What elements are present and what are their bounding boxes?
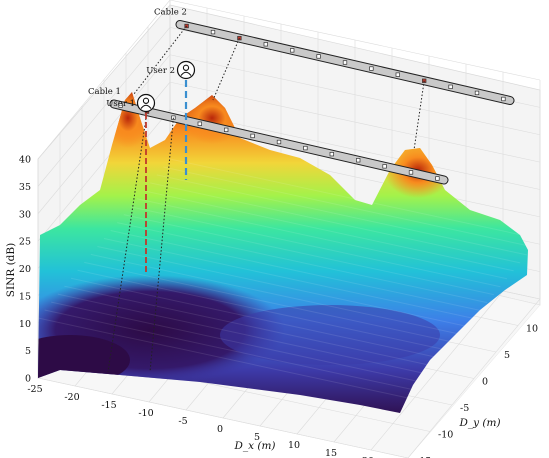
cable-2-antenna	[316, 54, 321, 59]
y-tick-label: 10	[526, 324, 538, 335]
cable-1-antenna	[197, 121, 202, 126]
y-axis-label: D_y (m)	[458, 417, 500, 429]
drop-line	[149, 117, 174, 373]
z-tick-label: 10	[19, 319, 31, 330]
cable-1-antenna	[356, 158, 361, 163]
cable-1-antenna	[329, 152, 334, 157]
cable-1-antenna	[408, 170, 414, 175]
cable-1-antenna	[435, 176, 440, 181]
cable-1-antenna	[276, 139, 282, 145]
x-tick-label: -10	[138, 408, 153, 419]
cable-2-antenna	[263, 42, 268, 47]
z-tick-label: 0	[25, 374, 31, 385]
z-tick-label: 5	[25, 346, 31, 357]
cable-2-antenna	[474, 90, 480, 96]
cable-1-antenna	[171, 115, 176, 120]
x-tick-label: 20	[362, 456, 374, 458]
drop-line	[212, 37, 240, 101]
z-tick-label: 40	[19, 155, 31, 166]
z-tick-label: 15	[19, 291, 31, 302]
x-tick-label: 0	[217, 424, 223, 435]
user-2-label: User 2	[146, 66, 175, 76]
x-tick-label: -15	[101, 400, 116, 411]
y-tick-label: 0	[482, 377, 488, 388]
cable-1-antenna	[224, 127, 229, 132]
z-tick-label: 20	[19, 264, 31, 275]
user-1-label: User 1	[106, 99, 135, 109]
x-tick-label: -5	[178, 416, 187, 427]
cable-1-antenna	[118, 103, 123, 108]
cable-2-antenna	[501, 96, 506, 102]
cable-2-antenna	[395, 72, 400, 77]
y-tick-label: 5	[504, 350, 510, 361]
x-tick-label: 10	[288, 440, 300, 451]
x-tick-label: 15	[325, 448, 337, 458]
drop-line	[133, 25, 187, 95]
cable-1-label: Cable 1	[88, 87, 121, 97]
cable-2-antenna	[290, 48, 295, 53]
cable-2-antenna	[448, 84, 453, 89]
cables: Cable 1 Cable 2 User 1 User 2	[88, 8, 515, 373]
axis-labels: 0510152025303540-25-20-15-10-50510152025…	[5, 155, 549, 458]
y-tick-label: -5	[460, 403, 469, 414]
z-tick-label: 30	[19, 209, 31, 220]
cable-2-antenna	[210, 29, 216, 35]
z-axis-label: SINR (dB)	[5, 243, 17, 297]
cable-1-antenna	[382, 164, 387, 169]
y-tick-label: -10	[438, 430, 453, 441]
x-tick-label: -25	[27, 384, 42, 395]
cable-2-antenna	[184, 23, 189, 29]
cable-2-antenna	[342, 60, 348, 65]
cable-2-antenna	[369, 66, 374, 71]
z-tick-label: 25	[19, 237, 31, 248]
cable-1-antenna	[250, 133, 255, 139]
x-tick-label: 5	[254, 432, 260, 443]
cable-2-antenna	[237, 36, 242, 41]
cable-1-antenna	[303, 145, 308, 151]
x-tick-label: -20	[64, 392, 79, 403]
x-axis-label: D_x (m)	[233, 440, 275, 452]
y-tick-label: -15	[416, 456, 431, 458]
cable-2-label: Cable 2	[154, 8, 187, 18]
z-tick-label: 35	[19, 182, 31, 193]
drop-line	[413, 80, 425, 151]
